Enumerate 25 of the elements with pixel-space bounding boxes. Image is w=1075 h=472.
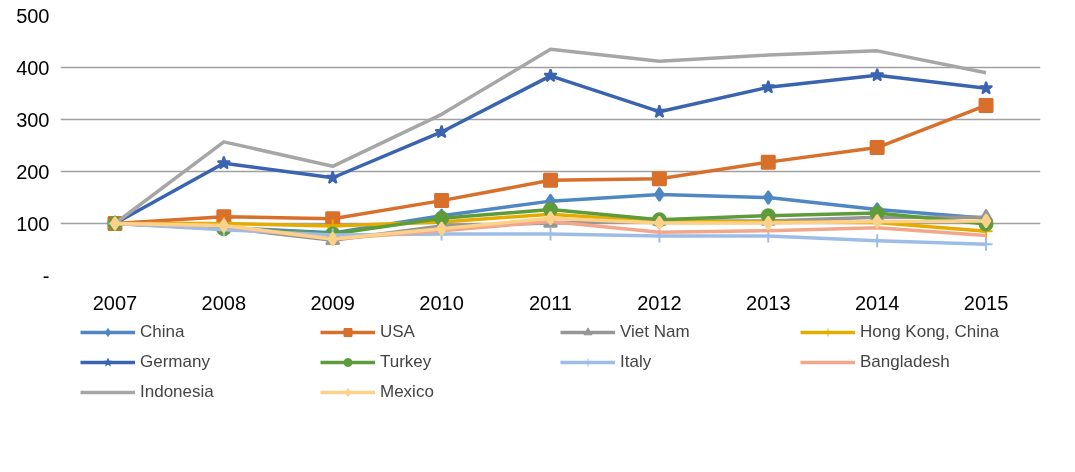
- y-tick-label: -: [42, 264, 50, 287]
- x-tick-label: 2014: [854, 291, 900, 314]
- x-tick-label: 2008: [201, 291, 247, 314]
- legend-label: USA: [380, 322, 416, 342]
- legend-label: Turkey: [380, 352, 433, 372]
- x-tick-label: 2015: [963, 291, 1009, 314]
- legend-label: Bangladesh: [860, 352, 951, 372]
- legend-label: Mexico: [380, 382, 435, 402]
- legend-label: Hong Kong, China: [860, 322, 1000, 342]
- y-tick-label: 100: [16, 212, 50, 235]
- x-tick-label: 2009: [310, 291, 355, 314]
- legend-label: Viet Nam: [620, 322, 691, 342]
- y-tick-label: 500: [16, 4, 50, 27]
- y-tick-label: 200: [16, 160, 50, 183]
- x-tick-label: 2010: [419, 291, 464, 314]
- y-tick-label: 300: [16, 108, 50, 131]
- x-tick-label: 2011: [529, 291, 573, 314]
- y-tick-label: 400: [16, 56, 50, 79]
- legend-label: Italy: [620, 352, 653, 372]
- legend-label: Germany: [140, 352, 211, 372]
- x-tick-label: 2012: [637, 291, 682, 314]
- x-tick-label: 2007: [92, 291, 138, 314]
- x-tick-label: 2013: [746, 291, 791, 314]
- legend-label: Indonesia: [140, 382, 215, 402]
- legend-label: China: [140, 322, 186, 342]
